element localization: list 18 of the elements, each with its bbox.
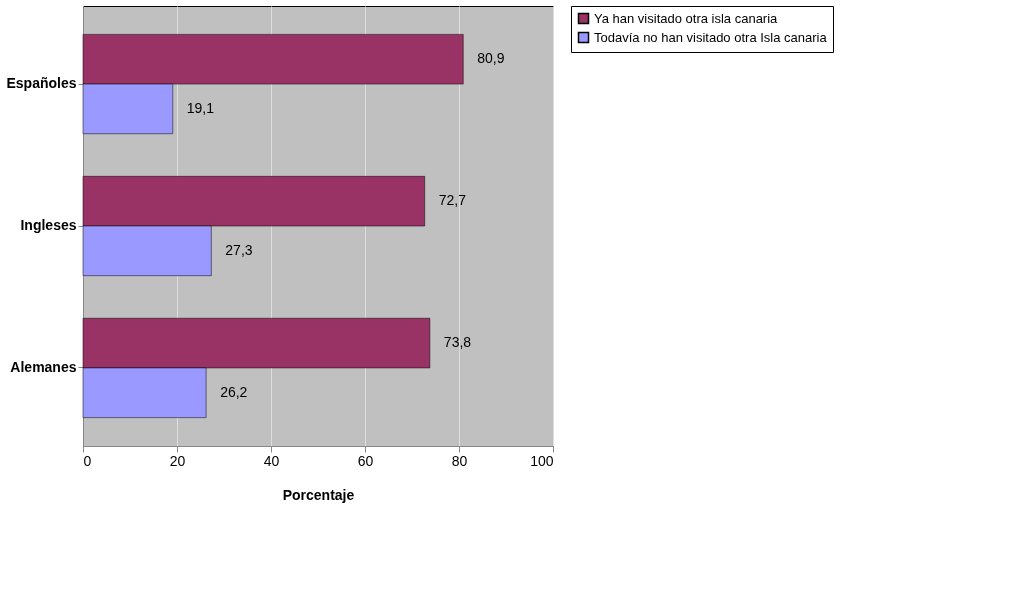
- data-label: 27,3: [225, 241, 253, 258]
- data-label: 19,1: [186, 99, 215, 116]
- data-label: 26,2: [220, 383, 248, 400]
- y-tick-label: Ingleses: [20, 217, 77, 233]
- x-tick-label: 80: [451, 452, 468, 469]
- data-label: 73,8: [443, 334, 472, 351]
- legend-label: Ya han visitado otra isla canaria: [594, 10, 779, 26]
- legend-label: Todavía no han visitado otra Isla canaria: [594, 29, 828, 45]
- x-tick-label: 100: [530, 452, 554, 469]
- x-tick-label: 20: [169, 452, 186, 469]
- x-tick-label: 40: [263, 452, 280, 469]
- x-tick-label: 60: [357, 452, 374, 469]
- x-axis-title: Porcentaje: [282, 486, 355, 503]
- y-tick-label: Españoles: [6, 75, 77, 92]
- x-tick-label: 0: [83, 452, 92, 469]
- y-tick-label: Alemanes: [10, 358, 77, 375]
- data-label: 72,7: [438, 192, 467, 209]
- data-label: 80,9: [477, 50, 505, 67]
